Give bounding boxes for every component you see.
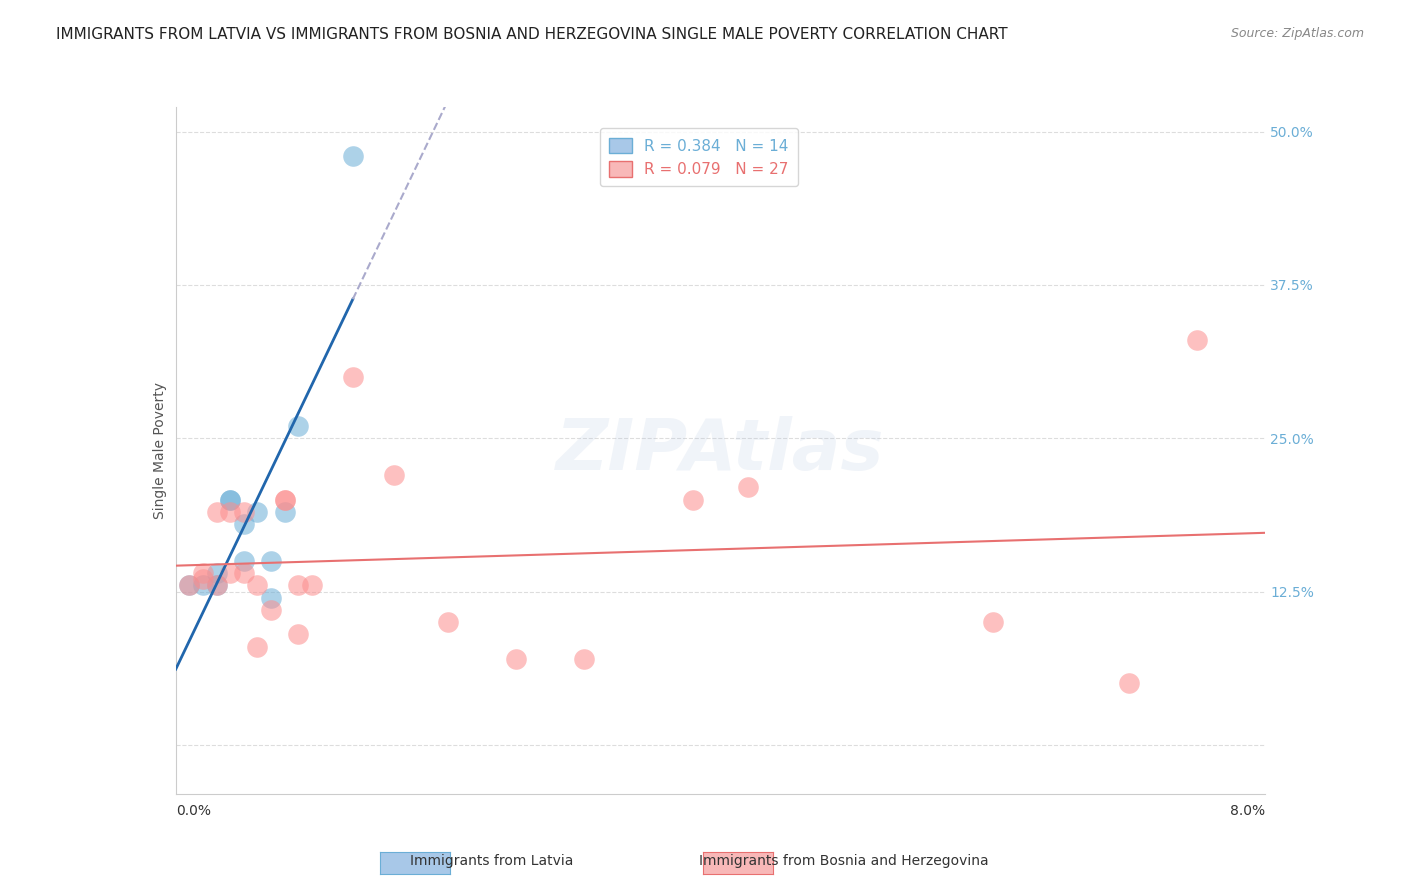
Text: IMMIGRANTS FROM LATVIA VS IMMIGRANTS FROM BOSNIA AND HERZEGOVINA SINGLE MALE POV: IMMIGRANTS FROM LATVIA VS IMMIGRANTS FRO…	[56, 27, 1008, 42]
Text: Source: ZipAtlas.com: Source: ZipAtlas.com	[1230, 27, 1364, 40]
Point	[246, 640, 269, 654]
Y-axis label: Single Male Poverty: Single Male Poverty	[153, 382, 167, 519]
Point	[737, 480, 759, 494]
Point	[287, 627, 309, 641]
Point	[274, 505, 297, 519]
Point	[505, 652, 527, 666]
Point	[219, 566, 242, 581]
Point	[219, 505, 242, 519]
Point	[274, 492, 297, 507]
Point	[287, 419, 309, 434]
Point	[682, 492, 704, 507]
Text: Immigrants from Bosnia and Herzegovina: Immigrants from Bosnia and Herzegovina	[699, 854, 988, 868]
Point	[205, 505, 228, 519]
Point	[1118, 676, 1140, 690]
Point	[205, 566, 228, 581]
Point	[232, 517, 254, 532]
Point	[219, 492, 242, 507]
Point	[260, 591, 283, 605]
Point	[232, 566, 254, 581]
Text: 8.0%: 8.0%	[1230, 804, 1265, 818]
Point	[232, 505, 254, 519]
Point	[287, 578, 309, 592]
Point	[246, 578, 269, 592]
Point	[191, 578, 214, 592]
Point	[382, 467, 405, 482]
Point	[232, 554, 254, 568]
Point	[342, 149, 364, 163]
Text: ZIPAtlas: ZIPAtlas	[557, 416, 884, 485]
Point	[437, 615, 460, 630]
Point	[260, 603, 283, 617]
Point	[260, 554, 283, 568]
Point	[191, 572, 214, 586]
Point	[179, 578, 201, 592]
Point	[191, 566, 214, 581]
Text: Immigrants from Latvia: Immigrants from Latvia	[411, 854, 574, 868]
Point	[246, 505, 269, 519]
Point	[301, 578, 323, 592]
Point	[205, 578, 228, 592]
Point	[574, 652, 596, 666]
Point	[342, 369, 364, 384]
Point	[981, 615, 1004, 630]
Text: 0.0%: 0.0%	[176, 804, 211, 818]
Point	[179, 578, 201, 592]
Point	[274, 492, 297, 507]
Point	[219, 492, 242, 507]
Legend: R = 0.384   N = 14, R = 0.079   N = 27: R = 0.384 N = 14, R = 0.079 N = 27	[600, 128, 797, 186]
Point	[1187, 333, 1209, 347]
Point	[205, 578, 228, 592]
